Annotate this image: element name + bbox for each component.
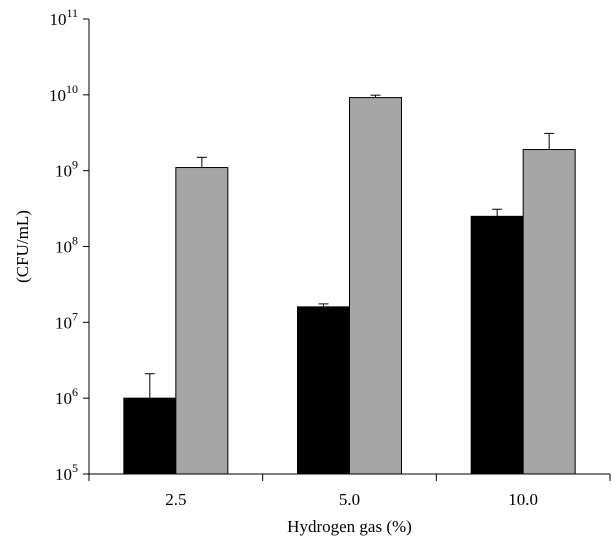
y-tick-label: 108 — [55, 234, 78, 257]
bar — [175, 167, 229, 475]
y-tick-label: 107 — [55, 309, 78, 332]
bar — [349, 97, 402, 475]
y-tick-label: 1011 — [49, 6, 78, 29]
y-axis-label: (CFU/mL) — [13, 210, 32, 283]
y-tick-label: 106 — [55, 385, 78, 408]
y-tick-label: 1010 — [49, 82, 78, 105]
y-axis: 105 106 107 108 109 1010 1011 — [49, 6, 90, 484]
bar — [470, 215, 524, 475]
x-axis-label: Hydrogen gas (%) — [287, 517, 412, 536]
y-tick-label: 109 — [55, 158, 78, 181]
y-tick-label: 105 — [55, 461, 78, 484]
x-axis: 2.5 5.0 10.0 — [88, 473, 611, 509]
bar — [297, 306, 350, 475]
bar — [123, 397, 177, 475]
x-tick-label: 5.0 — [339, 490, 360, 509]
bar — [522, 149, 576, 475]
x-tick-label: 10.0 — [508, 490, 538, 509]
bars — [123, 94, 576, 475]
x-tick-label: 2.5 — [165, 490, 186, 509]
